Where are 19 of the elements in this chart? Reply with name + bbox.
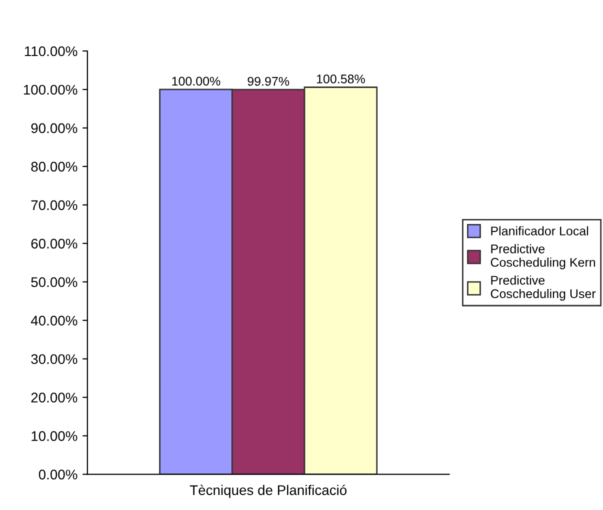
- y-tick-label: 0.00%: [38, 470, 78, 480]
- y-tick-label: 50.00%: [31, 277, 78, 288]
- y-tick-label: 20.00%: [31, 392, 78, 403]
- data-label: 99.97%: [248, 76, 290, 86]
- data-label: 100.00%: [172, 76, 220, 86]
- y-tick-label: 70.00%: [31, 200, 78, 210]
- y-tick-label: 40.00%: [30, 316, 78, 326]
- legend-label: Predictive Coscheduling User: [490, 276, 596, 301]
- y-tick-label: 10.00%: [32, 431, 78, 441]
- y-tick-label: 100.00%: [24, 84, 78, 95]
- y-tick-label: 60.00%: [31, 238, 78, 249]
- legend-label: Predictive Coscheduling Kern: [490, 244, 596, 270]
- data-label: 100.58%: [316, 74, 365, 84]
- y-tick-label: 110.00%: [24, 46, 78, 56]
- x-axis-title: Tècniques de Planificació: [190, 484, 347, 498]
- legend-label: Planificador Local: [491, 226, 588, 236]
- y-tick-label: 30.00%: [31, 354, 78, 364]
- y-tick-label: 90.00%: [31, 123, 78, 134]
- y-tick-label: 80.00%: [31, 162, 78, 172]
